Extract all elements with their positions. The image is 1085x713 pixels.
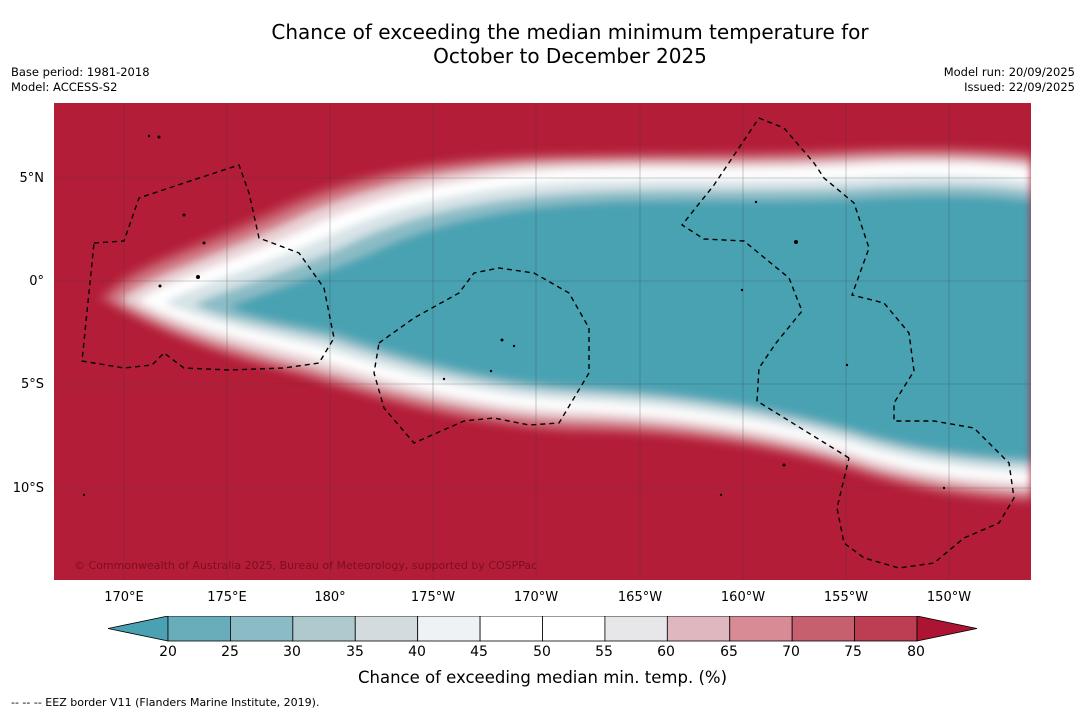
colorbar-high-arrow <box>916 615 978 642</box>
colorbar-segments <box>167 615 918 642</box>
colorbar-segment <box>542 615 606 642</box>
lon-label-180: 180° <box>314 590 346 605</box>
colorbar-low-arrow <box>107 615 169 642</box>
lon-label-175e: 175°E <box>207 590 247 605</box>
model-run: Model run: 20/09/2025 <box>943 65 1075 79</box>
colorbar-tick: 45 <box>470 644 488 660</box>
lon-label-165w: 165°W <box>617 590 663 605</box>
lon-label-175w: 175°W <box>410 590 456 605</box>
graticule <box>54 103 1031 580</box>
model-name: Model: ACCESS-S2 <box>11 80 118 94</box>
copyright-text: © Commonwealth of Australia 2025, Bureau… <box>74 559 538 572</box>
eez-legend: -- -- -- EEZ border V11 (Flanders Marine… <box>11 696 320 709</box>
colorbar-segment <box>854 615 918 642</box>
eez-borders <box>81 117 1015 569</box>
probability-bands <box>99 146 1031 504</box>
lat-label-5n: 5°N <box>19 171 45 186</box>
colorbar-tick: 30 <box>283 644 301 660</box>
map-svg <box>54 103 1031 580</box>
colorbar-tick: 75 <box>844 644 862 660</box>
colorbar-tick: 80 <box>907 644 925 660</box>
colorbar-tick: 50 <box>533 644 551 660</box>
colorbar-segment <box>666 615 731 642</box>
colorbar-segment <box>230 615 294 642</box>
colorbar-segment <box>417 615 481 642</box>
colorbar-segment <box>167 615 231 642</box>
colorbar-tick: 55 <box>595 644 613 660</box>
lon-label-155w: 155°W <box>823 590 869 605</box>
map-title: Chance of exceeding the median minimum t… <box>0 20 1085 68</box>
meta-right: Model run: 20/09/2025 Issued: 22/09/2025 <box>944 65 1075 95</box>
lat-label-5s: 5°S <box>20 377 44 392</box>
lat-label-0: 0° <box>29 274 44 289</box>
lat-label-10s: 10°S <box>12 481 44 496</box>
title-line-1: Chance of exceeding the median minimum t… <box>271 20 869 44</box>
colorbar-segment <box>729 615 793 642</box>
colorbar-tick: 60 <box>657 644 675 660</box>
colorbar-tick: 35 <box>346 644 364 660</box>
colorbar-tick: 70 <box>782 644 800 660</box>
meta-left: Base period: 1981-2018 Model: ACCESS-S2 <box>11 65 150 95</box>
lon-label-170e: 170°E <box>104 590 144 605</box>
title-line-2: October to December 2025 <box>433 44 707 68</box>
colorbar-svg <box>107 615 978 642</box>
lon-label-150w: 150°W <box>926 590 972 605</box>
eez-phoenix <box>680 117 850 459</box>
colorbar-label: Chance of exceeding median min. temp. (%… <box>357 668 728 687</box>
colorbar-tick: 20 <box>159 644 177 660</box>
islands <box>82 134 946 497</box>
colorbar <box>107 615 978 646</box>
colorbar-segment <box>604 615 668 642</box>
eez-tokelau-tuvalu <box>373 267 590 444</box>
lon-label-160w: 160°W <box>720 590 766 605</box>
band-20 <box>229 195 1031 459</box>
colorbar-segment <box>354 615 419 642</box>
colorbar-segment <box>791 615 855 642</box>
eez-line-islands <box>758 117 1015 569</box>
issued-date: Issued: 22/09/2025 <box>964 80 1075 94</box>
colorbar-tick: 40 <box>408 644 426 660</box>
lon-label-170w: 170°W <box>513 590 559 605</box>
colorbar-tick: 65 <box>720 644 738 660</box>
colorbar-segment <box>479 615 543 642</box>
colorbar-tick: 25 <box>221 644 239 660</box>
forecast-map <box>54 103 1031 580</box>
base-period: Base period: 1981-2018 <box>11 65 150 79</box>
colorbar-segment <box>292 615 356 642</box>
